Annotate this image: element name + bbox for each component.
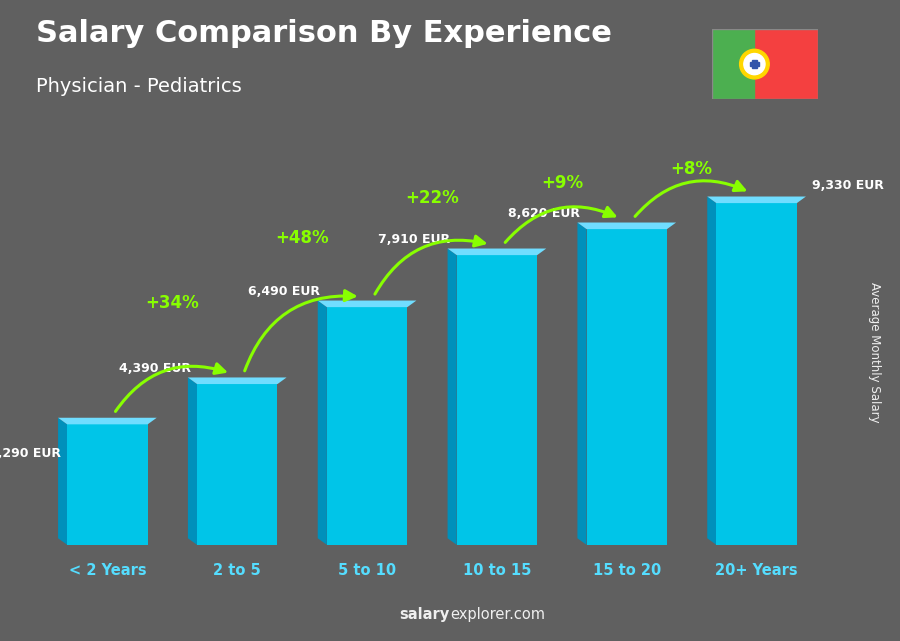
Bar	[587, 229, 667, 545]
Text: 3,290 EUR: 3,290 EUR	[0, 447, 60, 460]
Text: Average Monthly Salary: Average Monthly Salary	[868, 282, 881, 423]
Text: 4,390 EUR: 4,390 EUR	[119, 362, 191, 374]
Text: 10 to 15: 10 to 15	[463, 563, 531, 578]
Polygon shape	[578, 222, 587, 545]
Bar	[197, 384, 277, 545]
Text: Salary Comparison By Experience: Salary Comparison By Experience	[36, 19, 612, 48]
Polygon shape	[188, 378, 197, 545]
Text: 6,490 EUR: 6,490 EUR	[248, 285, 320, 297]
Text: salary: salary	[400, 607, 450, 622]
Text: +34%: +34%	[146, 294, 199, 312]
Circle shape	[740, 49, 770, 79]
Polygon shape	[318, 301, 417, 307]
Text: < 2 Years: < 2 Years	[68, 563, 146, 578]
Text: 8,620 EUR: 8,620 EUR	[508, 206, 580, 220]
Polygon shape	[58, 418, 68, 545]
Polygon shape	[707, 197, 716, 545]
Text: explorer.com: explorer.com	[450, 607, 545, 622]
Bar	[68, 424, 148, 545]
Polygon shape	[707, 197, 806, 203]
Text: 20+ Years: 20+ Years	[716, 563, 798, 578]
Text: +22%: +22%	[405, 188, 459, 207]
Bar	[752, 60, 757, 69]
Text: 15 to 20: 15 to 20	[592, 563, 661, 578]
Polygon shape	[447, 249, 546, 255]
Polygon shape	[447, 249, 456, 545]
Circle shape	[743, 54, 765, 75]
Text: +48%: +48%	[275, 229, 329, 247]
Bar	[327, 307, 408, 545]
Text: 9,330 EUR: 9,330 EUR	[813, 179, 885, 192]
Polygon shape	[578, 222, 676, 229]
Bar	[751, 62, 759, 66]
Text: Physician - Pediatrics: Physician - Pediatrics	[36, 77, 242, 96]
Text: 2 to 5: 2 to 5	[213, 563, 261, 578]
Polygon shape	[188, 378, 286, 384]
Bar	[716, 203, 796, 545]
Text: +9%: +9%	[541, 174, 583, 192]
Bar	[456, 255, 537, 545]
Bar	[712, 29, 754, 99]
Polygon shape	[318, 301, 327, 545]
Polygon shape	[58, 418, 157, 424]
Text: 7,910 EUR: 7,910 EUR	[378, 233, 450, 246]
Text: +8%: +8%	[670, 160, 713, 178]
Text: 5 to 10: 5 to 10	[338, 563, 396, 578]
